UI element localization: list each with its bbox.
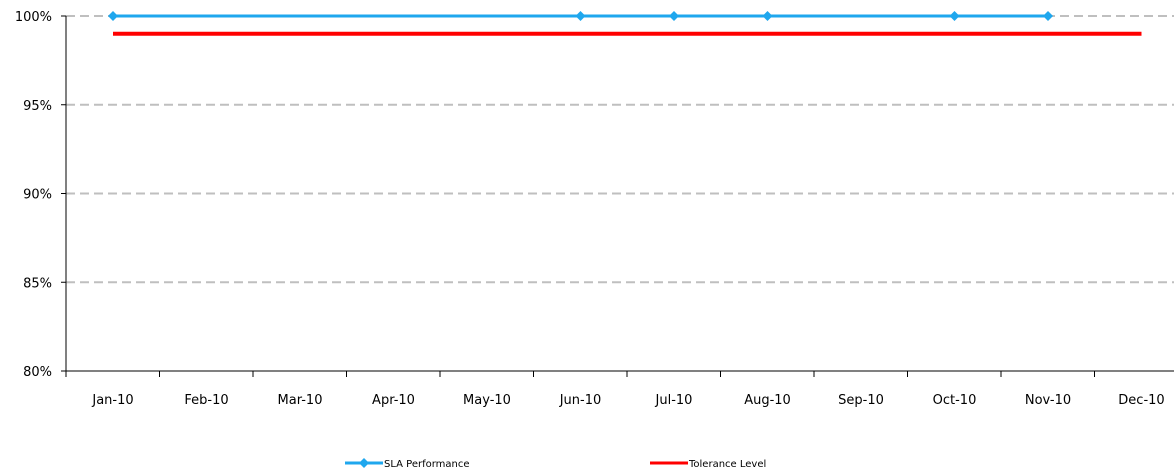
series xyxy=(108,11,1142,36)
axes xyxy=(61,15,1174,377)
x-tick-label: Nov-10 xyxy=(1025,393,1071,408)
x-tick-label: Feb-10 xyxy=(184,393,228,408)
sla-performance-point xyxy=(762,11,773,21)
gridlines xyxy=(66,15,1174,284)
y-tick-label: 85% xyxy=(23,276,52,291)
legend-tolerance-label: Tolerance Level xyxy=(688,459,766,470)
y-tick-label: 80% xyxy=(23,365,52,380)
x-tick-label: Jul-10 xyxy=(655,393,693,408)
legend-sla-label: SLA Performance xyxy=(384,459,470,470)
y-tick-label: 90% xyxy=(23,188,52,203)
y-tick-label: 100% xyxy=(15,10,52,25)
x-tick-label: Jun-10 xyxy=(559,393,602,408)
y-tick-label: 95% xyxy=(23,99,52,114)
x-tick-label: Oct-10 xyxy=(933,393,977,408)
x-tick-label: Mar-10 xyxy=(278,393,323,408)
x-tick-labels: Jan-10 Feb-10 Mar-10 Apr-10 May-10 Jun-10 Jul-… xyxy=(91,393,1164,408)
sla-performance-point xyxy=(669,11,679,21)
legend-sla-marker xyxy=(359,458,369,468)
legend-item-tolerance: Tolerance Level xyxy=(650,459,766,470)
sla-performance-point xyxy=(949,11,960,21)
x-tick-label: May-10 xyxy=(463,393,511,408)
x-tick-label: Aug-10 xyxy=(744,393,791,408)
legend: SLA Performance Tolerance Level xyxy=(345,458,766,470)
x-tick-label: Dec-10 xyxy=(1118,393,1164,408)
x-tick-label: Jan-10 xyxy=(91,393,133,408)
sla-performance-point xyxy=(575,11,586,21)
sla-performance-point xyxy=(108,11,118,21)
sla-performance-point xyxy=(1043,11,1053,21)
legend-item-sla: SLA Performance xyxy=(345,458,470,470)
y-tick-labels: 80% 85% 90% 95% 100% xyxy=(15,10,52,380)
x-tick-label: Apr-10 xyxy=(372,393,415,408)
x-tick-label: Sep-10 xyxy=(838,393,884,408)
